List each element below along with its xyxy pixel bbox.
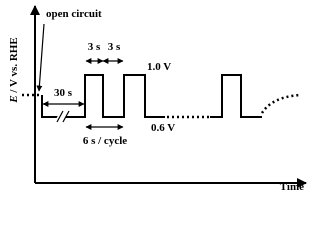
y-axis-label: E / V vs. RHE: [8, 37, 20, 103]
cycle-label: 6 s / cycle: [83, 135, 127, 147]
open-circuit-arrow: [36, 23, 45, 92]
hold-label: 30 s: [54, 87, 73, 99]
upper-potential-label: 1.0 V: [147, 61, 171, 73]
relaxation-trace: [260, 93, 301, 114]
x-axis-label: Time: [280, 181, 304, 193]
lower-time-label: 3 s: [108, 41, 121, 53]
break-gap: [55, 110, 68, 123]
upper-time-label: 3 s: [88, 41, 101, 53]
break-mark: [56, 110, 70, 123]
open-circuit-label: open circuit: [46, 8, 102, 20]
waveform: [210, 74, 262, 118]
waveform: [41, 74, 165, 118]
waveform-diagram: E / V vs. RHE Time open circuit 30 s 3 s…: [8, 5, 307, 193]
lower-potential-label: 0.6 V: [151, 122, 175, 134]
